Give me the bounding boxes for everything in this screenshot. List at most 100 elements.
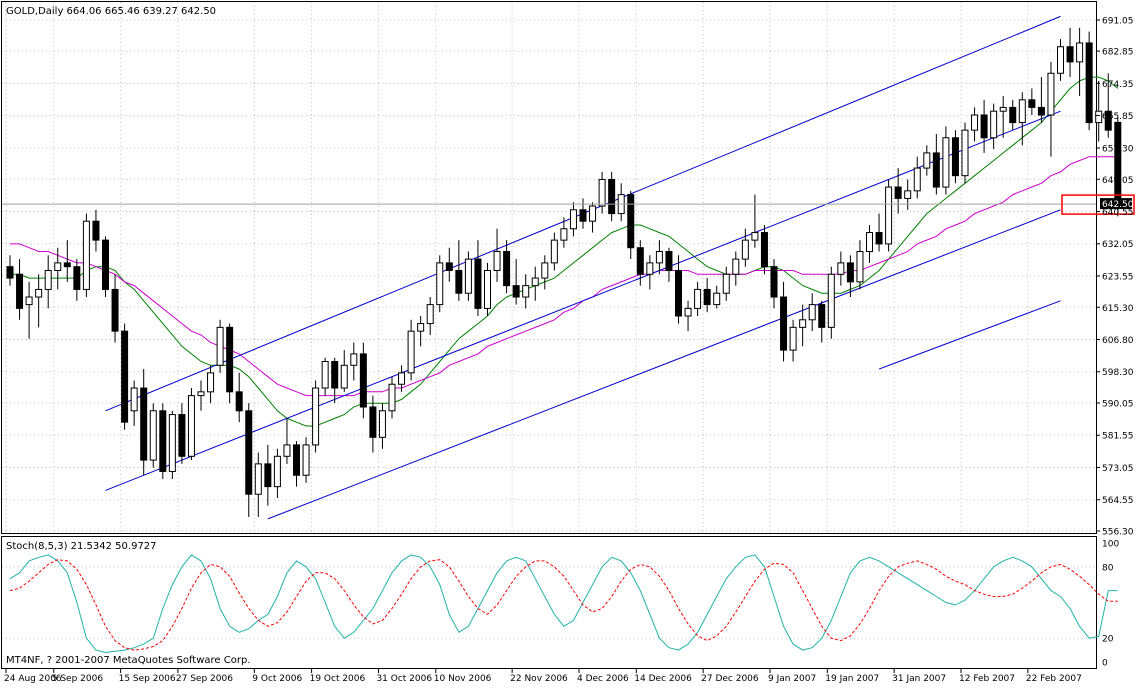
candle-bull [531,277,539,287]
candle-bear [73,266,81,290]
date-label: 15 Sep 2006 [119,674,176,684]
candle-bear [111,288,119,332]
date-label: 27 Dec 2006 [701,674,759,684]
candle-bear [445,262,453,271]
candle-bull [655,251,663,264]
stoch-header: Stoch(8,5,3) 21.5342 50.9727 [6,541,157,552]
candle-bear [1037,106,1045,116]
price-tick-label: 623.55 [1102,272,1134,282]
candle-bear [102,239,109,290]
date-label: 22 Nov 2006 [510,674,568,684]
price-tick-label: 581.55 [1102,432,1134,442]
candle-bull [321,360,329,389]
chart-header: GOLD,Daily 664.06 665.46 639.27 642.50 [6,6,216,17]
candle-bear [63,262,71,268]
candle-bull [560,228,568,241]
candle-bull [82,220,90,290]
candle-bear [1104,110,1112,131]
date-label: 31 Oct 2006 [376,674,432,684]
date-label: 9 Jan 2007 [768,674,816,684]
date-label: 22 Feb 2007 [1026,674,1082,684]
candle-bull [522,285,530,298]
current-price-box [1061,194,1135,215]
moving-averages [10,76,1119,427]
price-tick-label: 615.30 [1102,304,1134,314]
candle-bull [713,292,721,306]
candle-bear [894,186,902,199]
candle-bull [216,326,224,366]
candle-bear [474,258,482,309]
candle-bull [827,273,835,328]
date-label: 10 Nov 2006 [434,674,492,684]
candle-bull [187,395,195,457]
candle-bear [140,387,148,461]
candle-bull [808,304,816,321]
candles [6,27,1122,517]
candle-bear [226,326,234,393]
channel-line [267,209,1061,520]
candle-bull [990,110,998,139]
price-tick-label: 590.05 [1102,400,1134,410]
candle-bear [846,262,854,283]
candle-bear [331,360,339,389]
candle-bear [675,269,682,317]
date-label: 9 Oct 2006 [252,674,302,684]
price-panel [1,1,1097,534]
candle-bear [512,285,520,298]
candle-bull [904,190,912,199]
candle-bear [503,251,511,287]
candle-bull [464,258,472,294]
price-tick-label: 657.30 [1102,144,1134,154]
date-label: 4 Dec 2006 [577,674,629,684]
candle-bear [235,391,243,412]
candle-bear [293,444,300,476]
candle-bull [44,269,52,290]
candle-bear [6,266,14,279]
candle-bull [197,391,205,397]
candle-bull [130,387,138,412]
candle-bear [579,209,587,222]
candle-bear [818,304,826,328]
date-label: 27 Sep 2006 [176,674,233,684]
candle-bull [751,232,759,241]
candle-bull [999,106,1007,112]
current-price-label: 642.50 [1102,200,1134,210]
candle-bull [149,410,157,461]
candle-bull [312,387,320,446]
candle-bull [569,209,577,230]
date-label: 31 Jan 2007 [892,674,946,684]
date-label: 12 Feb 2007 [959,674,1015,684]
price-tick-label: 682.85 [1102,48,1134,58]
candle-bear [770,266,778,298]
candle-bull [856,251,864,283]
candle-bull [493,251,501,271]
candle-bull [378,410,386,438]
date-label: 24 Aug 2006 [4,674,62,684]
candle-bull [283,444,291,457]
price-tick-label: 573.05 [1102,464,1134,474]
stoch-axis: 100 80 20 0 [1102,540,1119,669]
candle-bull [25,296,33,306]
candle-bull [1018,99,1026,124]
price-tick-label: 665.85 [1102,112,1134,122]
candle-bear [980,114,988,139]
candle-bear [1114,121,1122,205]
stoch-tick-label: 100 [1102,540,1119,550]
candle-bull [961,129,969,177]
candle-bull [1047,72,1055,116]
candle-bear [1066,46,1074,63]
candle-bull [207,372,215,393]
price-tick-label: 598.30 [1102,368,1134,378]
candle-bull [388,383,396,412]
candle-bear [245,410,253,495]
candle-bull [302,444,310,476]
candle-bear [636,247,644,275]
current-price-tag [1100,198,1132,210]
candle-bear [760,232,768,268]
price-highlight: 642.50 [2,194,1135,215]
candle-bull [254,463,262,495]
price-tick-label: 556.30 [1102,528,1134,538]
